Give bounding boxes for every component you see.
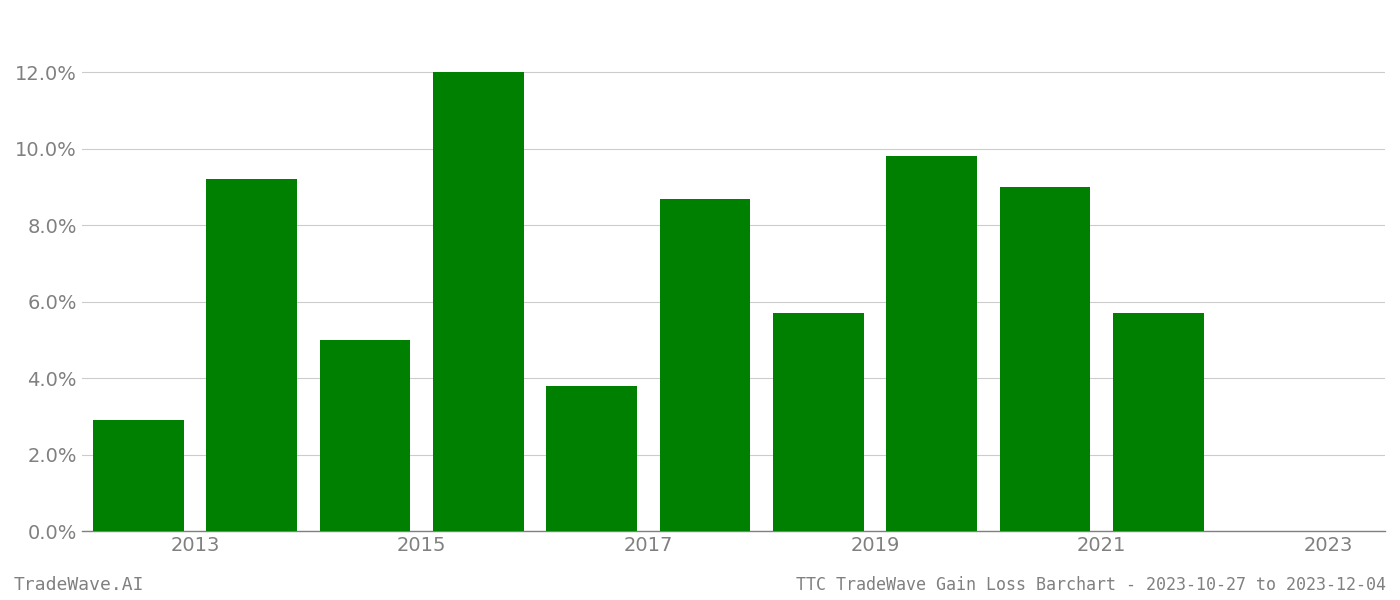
Bar (546, 386, 637, 531)
Bar (773, 313, 864, 531)
Bar (433, 73, 524, 531)
Bar (92, 420, 183, 531)
Bar (1113, 313, 1204, 531)
Bar (659, 199, 750, 531)
Bar (886, 157, 977, 531)
Bar (1000, 187, 1091, 531)
Text: TradeWave.AI: TradeWave.AI (14, 576, 144, 594)
Bar (319, 340, 410, 531)
Bar (206, 179, 297, 531)
Text: TTC TradeWave Gain Loss Barchart - 2023-10-27 to 2023-12-04: TTC TradeWave Gain Loss Barchart - 2023-… (797, 576, 1386, 594)
